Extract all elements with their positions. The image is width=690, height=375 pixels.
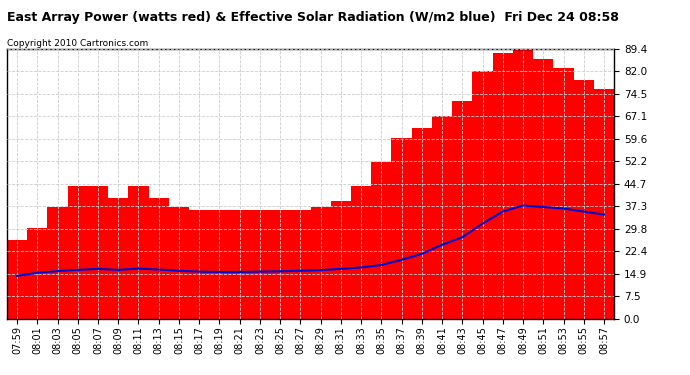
Bar [331,201,351,319]
Bar [7,240,27,319]
Bar [128,186,148,319]
Text: East Array Power (watts red) & Effective Solar Radiation (W/m2 blue)  Fri Dec 24: East Array Power (watts red) & Effective… [7,11,619,24]
Bar [230,210,250,319]
Bar [553,68,573,319]
Bar [371,162,391,319]
Bar [270,210,290,319]
Bar [250,210,270,319]
Bar [209,210,230,319]
Bar [573,80,594,319]
Bar [48,207,68,319]
Bar [68,186,88,319]
Bar [148,198,169,319]
Bar [452,101,473,319]
Bar [391,138,412,319]
Bar [88,186,108,319]
Bar [169,207,189,319]
Bar [351,186,371,319]
Bar [432,116,452,319]
Bar [189,210,209,319]
Bar [108,198,128,319]
Bar [27,228,48,319]
Bar [473,71,493,319]
Text: Copyright 2010 Cartronics.com: Copyright 2010 Cartronics.com [7,39,148,48]
Bar [310,207,331,319]
Bar [513,50,533,319]
Bar [412,129,432,319]
Bar [493,53,513,319]
Bar [594,89,614,319]
Bar [290,210,310,319]
Bar [533,59,553,319]
